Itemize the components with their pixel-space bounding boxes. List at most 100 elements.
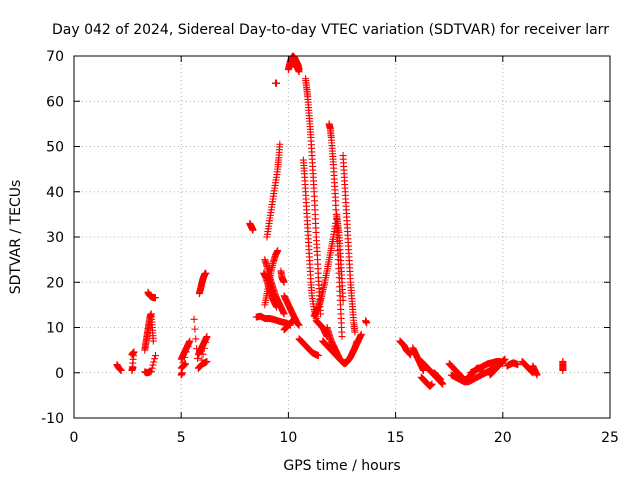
ticks-layer: 0 5 10 15 20 25 -10 0 10 20 30 40 50 60 70 [41,49,619,446]
data-point [533,371,541,379]
series-arc-6.0 [195,269,210,298]
y-tick-label: 70 [46,49,64,65]
series-arc-17.0 [430,369,445,384]
data-point [273,79,281,87]
series-arc-21.5 [529,362,541,379]
data-point [199,350,207,358]
data-point [273,303,281,311]
series-arc-9.9b [280,314,303,334]
series-arc-11.4 [312,317,331,341]
data-point [117,366,125,374]
data-point [200,344,208,352]
y-tick-label: 50 [46,140,64,156]
y-tick-label: 10 [46,321,64,337]
data-point [129,363,137,371]
data-point [295,321,303,329]
y-tick-label: 40 [46,185,64,201]
data-point [501,355,509,363]
y-tick-label: 0 [55,366,64,382]
series-arc-11.6 [310,219,340,320]
x-axis-title: GPS time / hours [283,458,400,474]
series-arc-12.7 [339,152,359,336]
x-tick-label: 5 [177,430,186,446]
series-arc-9.3 [263,140,284,241]
data-point [514,361,522,369]
y-tick-label: 20 [46,275,64,291]
data-point [182,348,190,356]
data-point [193,354,201,362]
data-point [203,333,211,341]
series-arc-3.4a [141,310,157,354]
data-point [203,357,211,365]
data-point [559,366,567,374]
series-arc-3.4c [141,352,159,377]
series-arc-12.4c [319,330,365,367]
x-tick-label: 15 [387,430,405,446]
series-arc-15.2 [396,337,415,359]
data-point [437,376,445,384]
y-axis-title: SDTVAR / TECUs [8,180,24,295]
data-point [280,310,288,318]
data-point [190,315,198,323]
y-tick-label: 60 [46,94,64,110]
data-point [280,278,288,286]
data-point [363,319,371,327]
data-point [186,337,194,345]
data-point [147,367,155,375]
series-arc-12.3 [333,210,347,304]
data-point [151,294,159,302]
data-point [150,358,158,366]
data-point [148,364,156,372]
x-tick-label: 20 [494,430,512,446]
series-arc-8.2 [246,219,257,234]
series-arc-13.6 [362,317,371,327]
data-point [202,338,210,346]
series-arc-20.4 [503,359,522,370]
data-point [276,140,284,148]
series-arc-19.6 [486,355,509,379]
data-point [202,269,210,277]
y-tick-label: -10 [41,411,64,427]
series-arc-5.9 [194,333,211,370]
data-point [151,355,159,363]
series-arc-9.5 [272,79,281,87]
data-point [149,361,157,369]
data-point [181,360,189,368]
series-arc-10.2b [287,60,303,76]
data-point [295,68,303,76]
series-arc-3.4b [144,288,159,302]
x-tick-label: 0 [70,430,79,446]
points-layer [113,52,567,390]
data-point [428,380,436,388]
y-tick-label: 30 [46,230,64,246]
x-tick-label: 10 [279,430,297,446]
data-point [339,296,347,304]
series-arc-15.8 [409,344,427,374]
data-point [314,352,322,360]
data-point [151,352,159,360]
series-arc-10.5 [295,335,322,360]
series-arc-22.8 [559,357,567,374]
data-point [351,328,359,336]
data-point [149,337,157,345]
series-arc-9.0c [261,247,282,309]
data-point [191,325,199,333]
x-tick-label: 25 [601,430,619,446]
data-point [249,226,257,234]
series-arc-16.5 [417,373,436,390]
series-arc-5.0b [177,369,186,379]
data-point [274,247,282,255]
data-point [338,333,346,341]
series-arc-9.7 [277,267,288,286]
series-arc-5.2 [177,337,194,372]
data-point [184,343,192,351]
data-point [178,369,186,377]
data-point [439,380,447,388]
data-point [357,330,365,338]
data-point [192,335,200,343]
chart-title: Day 042 of 2024, Sidereal Day-to-day VTE… [52,22,609,38]
series-arc-2.7 [128,348,138,374]
data-point [419,366,427,374]
series-arc-2.1 [113,361,125,374]
